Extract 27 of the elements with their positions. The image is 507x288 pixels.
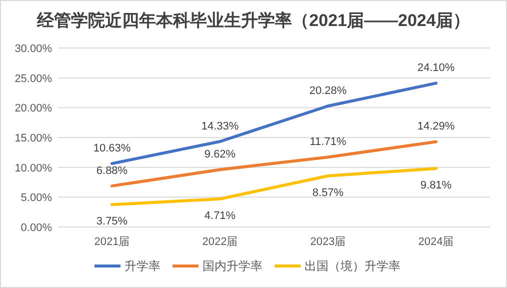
y-tick-label: 10.00% (14, 162, 52, 174)
data-label: 8.57% (312, 186, 344, 199)
legend-label: 出国（境）升学率 (304, 259, 400, 273)
data-label: 20.28% (309, 84, 347, 97)
data-label: 10.63% (93, 142, 131, 155)
data-label: 14.33% (201, 120, 239, 132)
y-tick-label: 20.00% (14, 102, 52, 115)
legend-label: 国内升学率 (202, 259, 262, 273)
x-tick-label: 2022届 (202, 236, 238, 248)
y-tick-label: 30.00% (14, 43, 52, 55)
legend-label: 升学率 (124, 259, 160, 273)
data-label: 6.88% (96, 164, 128, 177)
y-tick-label: 25.00% (14, 72, 52, 85)
y-tick-label: 0.00% (20, 222, 52, 234)
data-label: 11.71% (310, 136, 346, 148)
x-tick-label: 2024届 (418, 236, 454, 248)
chart-title: 经管学院近四年本科毕业生升学率（2021届——2024届） (36, 11, 470, 30)
x-tick-label: 2021届 (94, 236, 130, 248)
y-tick-label: 15.00% (14, 132, 52, 144)
x-tick-label: 2023届 (310, 236, 346, 248)
y-tick-label: 5.00% (20, 192, 52, 204)
data-label: 24.10% (417, 62, 455, 74)
data-label: 14.29% (417, 120, 455, 133)
data-label: 3.75% (96, 216, 128, 228)
data-label: 9.62% (204, 148, 236, 161)
data-label: 9.81% (420, 179, 452, 192)
data-label: 4.71% (204, 210, 236, 222)
